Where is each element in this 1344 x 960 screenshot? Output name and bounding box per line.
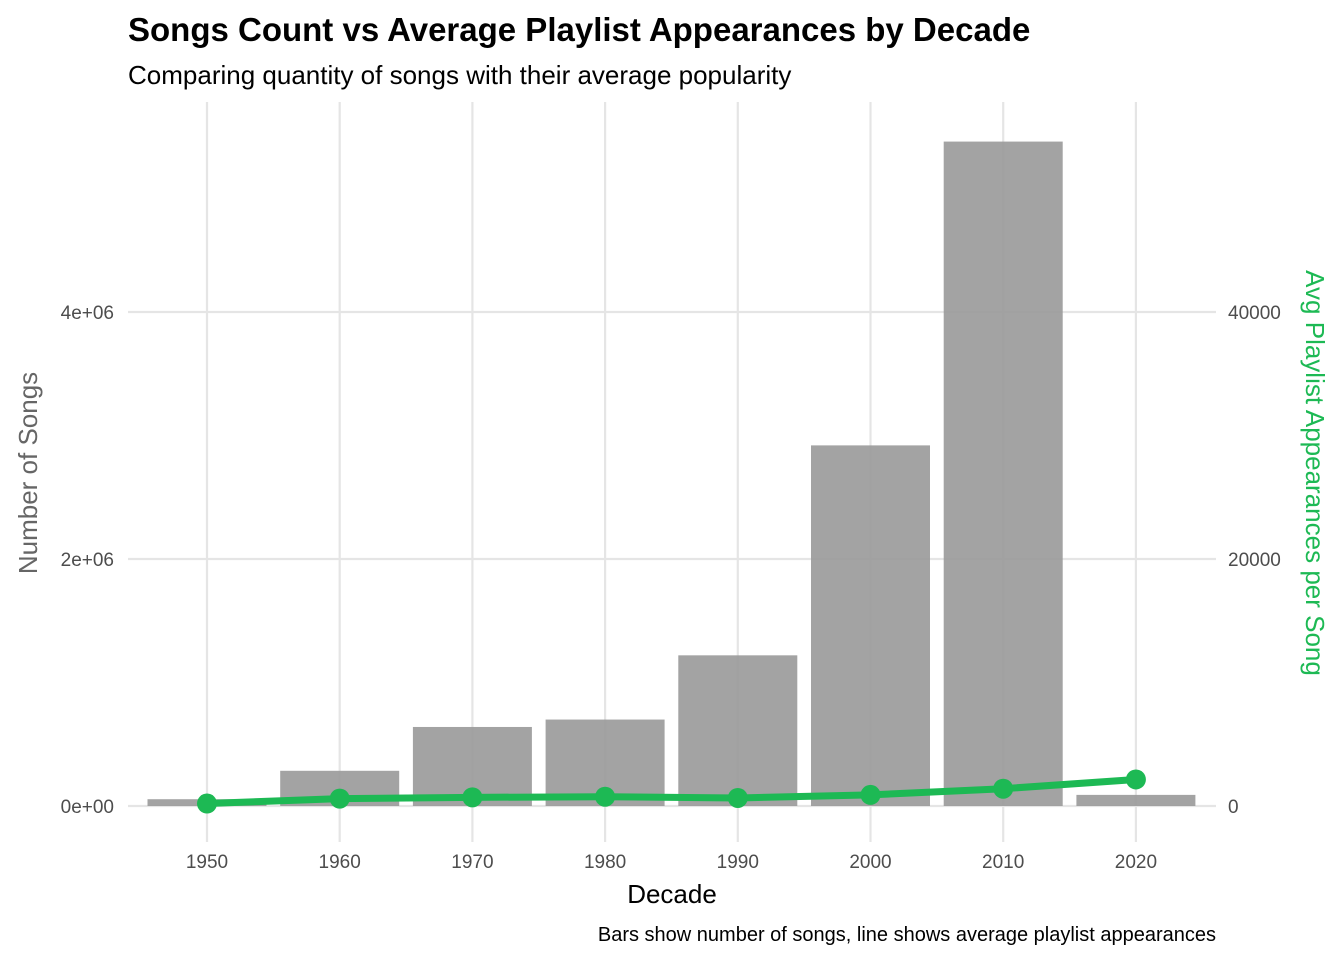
line-point-1960 bbox=[329, 788, 350, 809]
x-tick-label: 1950 bbox=[186, 852, 228, 873]
bar-2010 bbox=[943, 141, 1063, 806]
bar-1990 bbox=[678, 655, 798, 806]
right-y-tick-label: 20000 bbox=[1228, 550, 1281, 571]
bar-2020 bbox=[1076, 794, 1196, 806]
bar-2000 bbox=[811, 445, 930, 806]
chart-subtitle: Comparing quantity of songs with their a… bbox=[128, 60, 791, 90]
line-point-2010 bbox=[993, 778, 1014, 799]
line-point-1970 bbox=[462, 787, 483, 808]
line-point-1980 bbox=[595, 786, 616, 807]
line-series bbox=[197, 769, 1146, 814]
left-y-tick-label: 2e+06 bbox=[61, 550, 114, 571]
left-y-tick-label: 4e+06 bbox=[61, 303, 114, 324]
x-tick-label: 1990 bbox=[717, 852, 759, 873]
x-axis-title: Decade bbox=[627, 879, 717, 909]
line-point-1990 bbox=[727, 787, 748, 808]
right-y-tick-label: 40000 bbox=[1228, 303, 1281, 324]
line-avg-appearances bbox=[203, 775, 1140, 808]
x-tick-label: 2010 bbox=[982, 852, 1024, 873]
x-tick-label: 2000 bbox=[849, 852, 891, 873]
x-tick-label: 1980 bbox=[584, 852, 626, 873]
left-y-axis-ticks: 0e+00 2e+06 4e+06 bbox=[61, 303, 114, 818]
left-y-axis-title: Number of Songs bbox=[13, 372, 43, 574]
x-tick-label: 2020 bbox=[1115, 852, 1157, 873]
x-axis-ticks: 1950 1960 1970 1980 1990 2000 2010 2020 bbox=[186, 852, 1157, 873]
left-y-tick-label: 0e+00 bbox=[61, 797, 114, 818]
bar-series bbox=[147, 141, 1196, 806]
right-y-axis-ticks: 0 20000 40000 bbox=[1228, 303, 1281, 818]
line-point-2020 bbox=[1125, 769, 1146, 790]
x-tick-label: 1960 bbox=[319, 852, 361, 873]
x-tick-label: 1970 bbox=[451, 852, 493, 873]
line-point-1950 bbox=[197, 793, 217, 814]
chart-title: Songs Count vs Average Playlist Appearan… bbox=[128, 11, 1030, 48]
chart-caption: Bars show number of songs, line shows av… bbox=[598, 924, 1216, 946]
right-y-tick-label: 0 bbox=[1228, 797, 1239, 818]
line-point-2000 bbox=[860, 784, 881, 805]
right-y-axis-title: Avg Playlist Appearances per Song bbox=[1300, 270, 1330, 676]
